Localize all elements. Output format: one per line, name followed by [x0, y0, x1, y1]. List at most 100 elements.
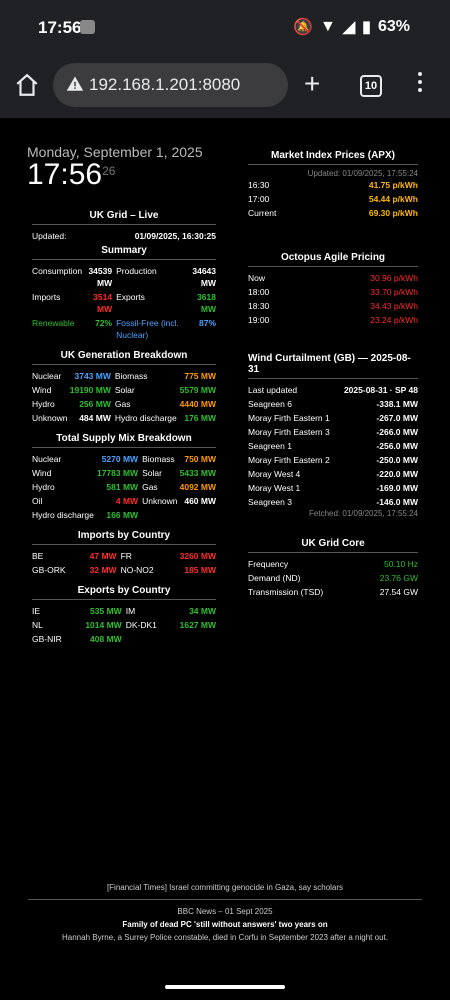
- core-label: Demand (ND): [248, 573, 301, 583]
- gen-value: 256 MW: [79, 399, 111, 409]
- agile-price: 30.96 p/kWh: [370, 273, 418, 283]
- gen-label: Hydro: [32, 399, 55, 409]
- apx-time: Current: [248, 208, 277, 218]
- wind-farm: Moray Firth Eastern 3: [248, 427, 330, 437]
- export-country: GB-NIR: [32, 634, 62, 644]
- battery-icon: ▮: [362, 19, 371, 36]
- supply-label: Nuclear: [32, 454, 62, 464]
- tab-count-button[interactable]: 10: [360, 75, 382, 97]
- warning-icon[interactable]: [66, 75, 84, 93]
- supply-value: 17783 MW: [96, 468, 139, 478]
- supply-label: Gas: [142, 482, 158, 492]
- current-clock: 17:5626: [27, 158, 115, 192]
- gen-label: Nuclear: [32, 371, 62, 381]
- wind-value: -267.0 MW: [376, 413, 418, 423]
- summary-table: Consumption 34539 MW Production 34643 MW…: [32, 264, 216, 342]
- wind-farm: Seagreen 1: [248, 441, 292, 451]
- gen-value: 5579 MW: [179, 385, 216, 395]
- production-value: 34643 MW: [192, 266, 216, 288]
- wind-label: Last updated: [248, 385, 298, 395]
- gen-label: Hydro discharge: [114, 413, 177, 423]
- fossilfree-label: Fossil-Free (incl. Nuclear): [116, 318, 179, 340]
- imports-label: Imports: [32, 292, 61, 302]
- imports-value: 3514 MW: [93, 292, 113, 314]
- gen-value: 4440 MW: [179, 399, 216, 409]
- bbc-headline[interactable]: Family of dead PC 'still without answers…: [122, 920, 328, 929]
- current-date: Monday, September 1, 2025: [27, 144, 203, 160]
- wind-farm: Moray West 4: [248, 469, 301, 479]
- new-tab-icon[interactable]: +: [304, 68, 321, 99]
- import-value: 3260 MW: [179, 551, 216, 561]
- ft-headline[interactable]: [Financial Times] Israel committing geno…: [106, 883, 344, 892]
- address-bar[interactable]: 192.168.1.201:8080: [53, 63, 288, 107]
- export-value: 408 MW: [90, 634, 122, 644]
- supply-value: 166 MW: [106, 510, 139, 520]
- news-divider: [28, 899, 422, 900]
- wind-table: Last updated 2025-08-31 · SP 48 Seagreen …: [248, 383, 418, 509]
- core-label: Transmission (TSD): [248, 587, 324, 597]
- import-value: 32 MW: [89, 565, 117, 575]
- mute-icon: 🔕: [293, 19, 313, 36]
- export-country: DK-DK1: [125, 620, 157, 630]
- agile-time: 18:30: [248, 301, 270, 311]
- import-value: 47 MW: [89, 551, 117, 561]
- page-content: Monday, September 1, 2025 17:5626 UK Gri…: [0, 118, 450, 1000]
- apx-panel: Market Index Prices (APX) Updated: 01/09…: [248, 148, 418, 220]
- import-value: 185 MW: [184, 565, 216, 575]
- updated-value: 01/09/2025, 16:30:25: [134, 231, 216, 241]
- exports-label: Exports: [116, 292, 145, 302]
- imports-table: BE 47 MW FR 3260 MW GB-ORK 32 MW NO-NO2 185 MW: [32, 549, 216, 577]
- generation-table: Nuclear 3743 MW Biomass 775 MW Wind 19190 MW…: [32, 369, 216, 425]
- apx-title: Market Index Prices (APX): [248, 148, 418, 165]
- agile-price: 34.43 p/kWh: [370, 301, 418, 311]
- ring-icon: [80, 20, 95, 34]
- wind-value: -250.0 MW: [376, 455, 418, 465]
- supply-value: 460 MW: [184, 496, 216, 506]
- supply-value: 4 MW: [115, 496, 139, 506]
- core-value: 27.54 GW: [379, 587, 418, 597]
- exports-table: IE 535 MW IM 34 MW NL 1014 MW DK-DK1 1627 MW G…: [32, 604, 216, 646]
- import-country: FR: [120, 551, 132, 561]
- apx-price: 54.44 p/kWh: [368, 194, 418, 204]
- supply-value: 5433 MW: [179, 468, 216, 478]
- supply-label: Hydro discharge: [32, 510, 94, 520]
- home-icon[interactable]: [14, 72, 40, 98]
- uk-grid-title: UK Grid – Live: [32, 208, 216, 225]
- gen-label: Gas: [114, 399, 131, 409]
- gen-label: Solar: [114, 385, 135, 395]
- renewable-label: Renewable: [32, 318, 75, 328]
- gesture-bar[interactable]: [165, 985, 285, 989]
- wind-farm: Moray Firth Eastern 1: [248, 413, 330, 423]
- fossilfree-value: 87%: [198, 318, 216, 328]
- wifi-icon: ▼: [320, 18, 336, 35]
- url-text[interactable]: 192.168.1.201:8080: [89, 75, 241, 94]
- updated-label: Updated:: [32, 231, 67, 241]
- gen-label: Biomass: [114, 371, 148, 381]
- supply-label: Wind: [32, 468, 52, 478]
- battery-level: 63%: [377, 18, 410, 35]
- supply-value: 750 MW: [184, 454, 216, 464]
- wind-farm: Seagreen 3: [248, 497, 292, 507]
- exports-title: Exports by Country: [32, 583, 216, 600]
- grid-core-panel: UK Grid Core Frequency 50.10 Hz Demand (N…: [248, 536, 418, 599]
- menu-icon[interactable]: [417, 72, 423, 96]
- bbc-summary: Hannah Byrne, a Surrey Police constable,…: [62, 933, 388, 942]
- core-label: Frequency: [248, 559, 289, 569]
- wind-value: -256.0 MW: [376, 441, 418, 451]
- gen-value: 19190 MW: [69, 385, 111, 395]
- wind-value: -338.1 MW: [376, 399, 418, 409]
- export-country: NL: [32, 620, 43, 630]
- supply-value: 5270 MW: [101, 454, 139, 464]
- agile-time: 19:00: [248, 315, 270, 325]
- apx-table: 16:30 41.75 p/kWh 17:00 54.44 p/kWh Curren…: [248, 178, 418, 220]
- gen-value: 484 MW: [79, 413, 111, 423]
- core-value: 50.10 Hz: [383, 559, 418, 569]
- core-table: Frequency 50.10 Hz Demand (ND) 23.76 GW Tr…: [248, 557, 418, 599]
- wind-farm: Moray Firth Eastern 2: [248, 455, 330, 465]
- supply-label: Hydro: [32, 482, 55, 492]
- gen-value: 775 MW: [184, 371, 216, 381]
- wind-value: -266.0 MW: [376, 427, 418, 437]
- gen-label: Unknown: [32, 413, 68, 423]
- apx-time: 16:30: [248, 180, 270, 190]
- export-value: 1014 MW: [85, 620, 122, 630]
